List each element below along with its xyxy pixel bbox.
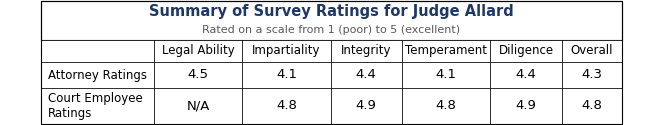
Bar xyxy=(243,40,331,62)
Bar xyxy=(331,62,402,88)
Bar xyxy=(154,40,243,62)
Text: Impartiality: Impartiality xyxy=(252,44,321,58)
Bar xyxy=(41,88,154,124)
Text: Temperament: Temperament xyxy=(405,44,487,58)
Bar xyxy=(402,40,491,62)
Text: 4.1: 4.1 xyxy=(436,68,457,82)
Bar xyxy=(562,88,622,124)
Text: 4.5: 4.5 xyxy=(188,68,209,82)
Text: Integrity: Integrity xyxy=(341,44,392,58)
Text: 4.4: 4.4 xyxy=(516,68,536,82)
Text: Legal Ability: Legal Ability xyxy=(162,44,235,58)
Text: 4.8: 4.8 xyxy=(581,100,602,112)
Text: 4.8: 4.8 xyxy=(276,100,297,112)
Text: Diligence: Diligence xyxy=(499,44,554,58)
Bar xyxy=(402,62,491,88)
Bar xyxy=(243,88,331,124)
Bar xyxy=(41,40,154,62)
Bar xyxy=(491,62,562,88)
Bar xyxy=(331,88,402,124)
Text: Rated on a scale from 1 (poor) to 5 (excellent): Rated on a scale from 1 (poor) to 5 (exc… xyxy=(202,25,461,35)
Bar xyxy=(331,40,402,62)
Text: Summary of Survey Ratings for Judge Allard: Summary of Survey Ratings for Judge Alla… xyxy=(149,4,514,19)
Text: 4.9: 4.9 xyxy=(356,100,377,112)
Text: Overall: Overall xyxy=(570,44,613,58)
Bar xyxy=(41,62,154,88)
Bar xyxy=(41,1,622,40)
Bar xyxy=(491,40,562,62)
Bar xyxy=(562,40,622,62)
Bar xyxy=(154,62,243,88)
Text: Court Employee
Ratings: Court Employee Ratings xyxy=(48,92,143,120)
Text: 4.3: 4.3 xyxy=(581,68,602,82)
Bar xyxy=(562,62,622,88)
Text: 4.9: 4.9 xyxy=(516,100,536,112)
Text: 4.4: 4.4 xyxy=(356,68,377,82)
Bar xyxy=(491,88,562,124)
Text: N/A: N/A xyxy=(186,100,210,112)
Text: 4.1: 4.1 xyxy=(276,68,297,82)
Bar xyxy=(402,88,491,124)
Bar xyxy=(41,1,622,124)
Text: 4.8: 4.8 xyxy=(436,100,457,112)
Bar xyxy=(243,62,331,88)
Bar xyxy=(154,88,243,124)
Text: Attorney Ratings: Attorney Ratings xyxy=(48,68,147,82)
